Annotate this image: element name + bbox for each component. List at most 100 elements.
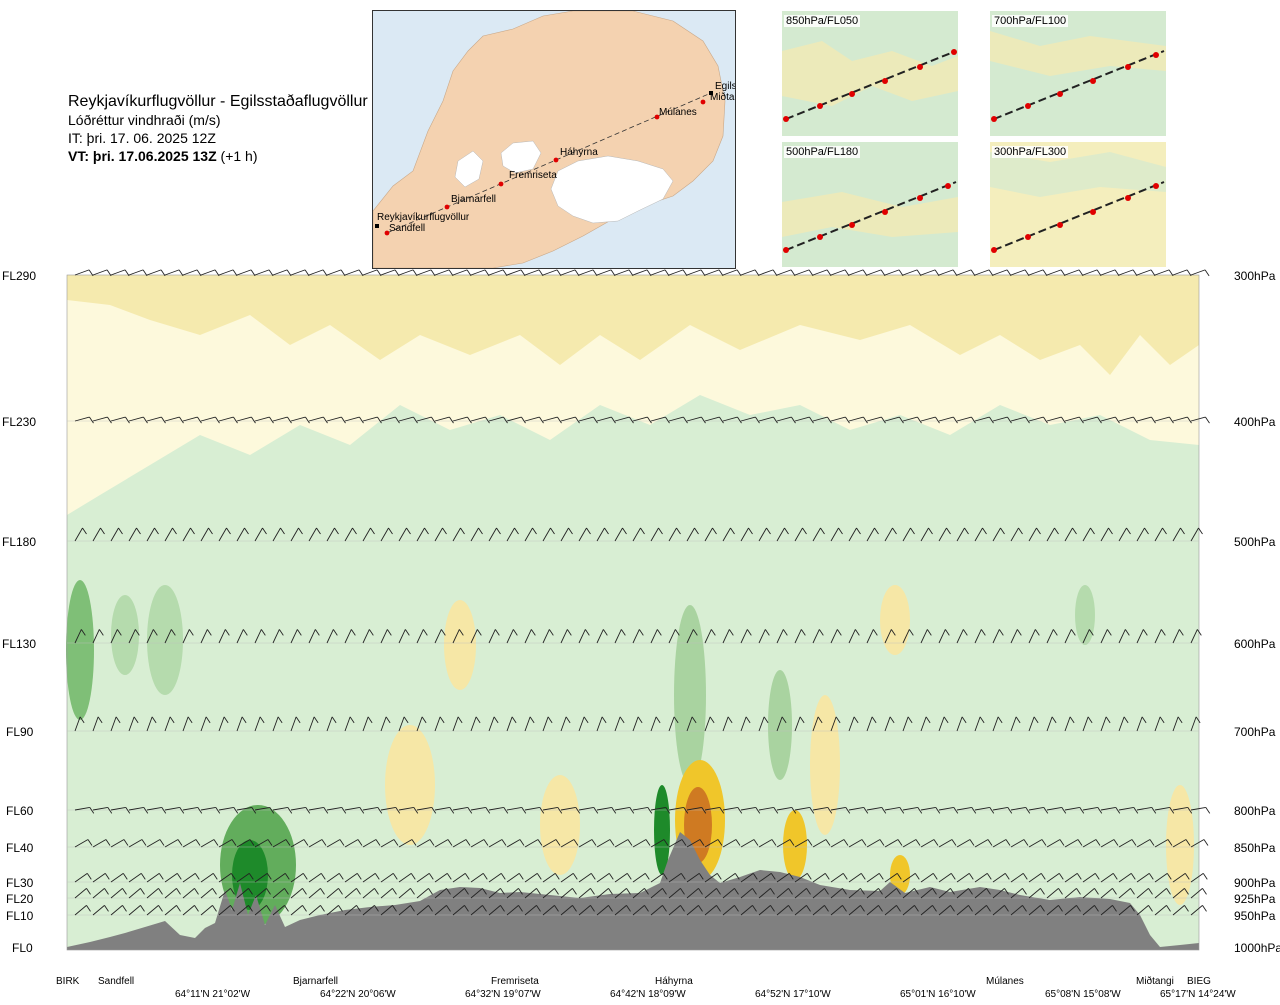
- wind-barb-staff: [560, 629, 568, 644]
- wind-barb-staff: [776, 416, 792, 422]
- wind-barb-flag: [662, 888, 667, 895]
- wind-barb-staff: [1154, 888, 1167, 899]
- wind-barb-staff: [452, 873, 466, 883]
- wind-barb-flag: [1000, 527, 1005, 535]
- wind-barb-flag: [608, 873, 614, 880]
- wind-barb-flag: [323, 416, 328, 424]
- wind-barb-flag: [908, 629, 914, 636]
- wind-barb-flag: [1184, 888, 1189, 895]
- location-fremriseta: Fremriseta: [491, 976, 539, 987]
- wind-barb-flag: [1079, 416, 1084, 424]
- wind-barb-staff: [560, 905, 573, 916]
- wind-barb-flag: [169, 716, 175, 724]
- wind-barb-flag: [87, 839, 93, 846]
- wind-barb-staff: [848, 888, 861, 899]
- wind-barb-flag: [554, 873, 560, 880]
- wind-barb-staff: [1010, 873, 1024, 883]
- wind-barb-staff: [1064, 873, 1078, 883]
- wind-barb-flag: [863, 416, 868, 424]
- wind-barb-flag: [502, 269, 508, 277]
- wind-barb-staff: [110, 629, 118, 644]
- wind-barb-flag: [698, 905, 703, 912]
- wind-barb-staff: [902, 806, 918, 811]
- wind-barb-flag: [285, 839, 291, 846]
- wind-barb-flag: [1018, 527, 1023, 535]
- wind-barb-staff: [902, 888, 915, 899]
- wind-barb-flag: [100, 527, 105, 535]
- wind-barb-staff: [92, 269, 108, 276]
- wind-barb-staff: [632, 839, 647, 848]
- wind-barb-staff: [758, 716, 765, 732]
- wind-barb-flag: [1149, 839, 1155, 846]
- wind-barb-staff: [200, 629, 208, 644]
- wind-barb-staff: [452, 806, 468, 811]
- wind-barb-flag: [863, 807, 869, 814]
- wind-barb-staff: [812, 888, 825, 899]
- wind-barb-staff: [488, 888, 501, 899]
- wind-barb-flag: [214, 269, 220, 277]
- wind-barb-staff: [506, 839, 521, 848]
- wind-barb-flag: [158, 905, 163, 912]
- wind-barb-flag: [374, 888, 379, 895]
- wind-barb-staff: [1190, 629, 1198, 644]
- wind-barb-flag: [1078, 269, 1084, 277]
- wind-barb-staff: [992, 416, 1008, 422]
- wind-barb-flag: [737, 807, 743, 814]
- wind-barb-staff: [920, 269, 936, 276]
- wind-barb-flag: [242, 629, 248, 636]
- wind-barb-flag: [226, 527, 231, 535]
- wind-barb-staff: [974, 629, 982, 644]
- wind-barb-flag: [259, 716, 265, 724]
- wind-barb-flag: [284, 905, 289, 912]
- wind-barb-staff: [1136, 888, 1149, 899]
- wind-barb-flag: [518, 888, 523, 895]
- wind-barb-flag: [593, 807, 599, 814]
- wind-barb-staff: [488, 873, 502, 883]
- wind-barb-staff: [236, 888, 249, 899]
- wind-barb-flag: [730, 527, 735, 535]
- wind-barb-flag: [1022, 888, 1027, 895]
- wind-barb-flag: [152, 629, 158, 636]
- wind-barb-staff: [344, 269, 360, 276]
- wind-barb-staff: [938, 839, 953, 848]
- wind-barb-staff: [560, 416, 576, 422]
- wind-barb-staff: [452, 629, 460, 644]
- wind-barb-flag: [734, 873, 740, 880]
- wind-barb-flag: [997, 716, 1003, 724]
- wind-barb-staff: [866, 888, 879, 899]
- wind-barb-flag: [458, 629, 464, 636]
- wind-barb-staff: [560, 806, 576, 811]
- wind-barb-flag: [339, 839, 345, 846]
- wind-barb-flag: [898, 269, 904, 277]
- wind-barb-staff: [722, 629, 730, 644]
- wind-barb-staff: [452, 527, 461, 542]
- wind-barb-flag: [842, 888, 847, 895]
- wind-barb-staff: [452, 888, 465, 899]
- wind-barb-flag: [511, 716, 517, 724]
- wind-barb-flag: [260, 629, 266, 636]
- wind-barb-flag: [251, 807, 257, 814]
- wind-barb-staff: [506, 527, 515, 542]
- wind-barb-staff: [1100, 806, 1116, 811]
- wind-barb-staff: [380, 416, 396, 422]
- map-label-reykjavik: Reykjavíkurflugvöllur: [377, 212, 470, 223]
- wind-barb-flag: [907, 716, 913, 724]
- wind-barb-staff: [560, 873, 574, 883]
- wind-barb-staff: [740, 806, 756, 811]
- wind-barb-staff: [614, 416, 630, 422]
- wind-barb-flag: [673, 716, 679, 724]
- wind-barb-staff: [308, 716, 315, 732]
- wind-barb-staff: [1118, 269, 1134, 276]
- wind-barb-flag: [662, 873, 668, 880]
- wind-barb-flag: [215, 807, 221, 814]
- wind-barb-flag: [862, 269, 868, 277]
- title-block: Reykjavíkurflugvöllur - Egilsstaðaflugvö…: [68, 93, 368, 165]
- wind-barb-staff: [542, 716, 549, 732]
- hpa-tick-1000: 1000hPa: [1234, 941, 1280, 955]
- map-label-bjarnarfell: Bjarnarfell: [451, 194, 496, 205]
- wind-barb-staff: [164, 873, 178, 883]
- wind-barb-staff: [614, 716, 621, 732]
- wind-barb-flag: [356, 873, 362, 880]
- wind-barb-flag: [952, 269, 958, 277]
- wind-barb-staff: [794, 888, 807, 899]
